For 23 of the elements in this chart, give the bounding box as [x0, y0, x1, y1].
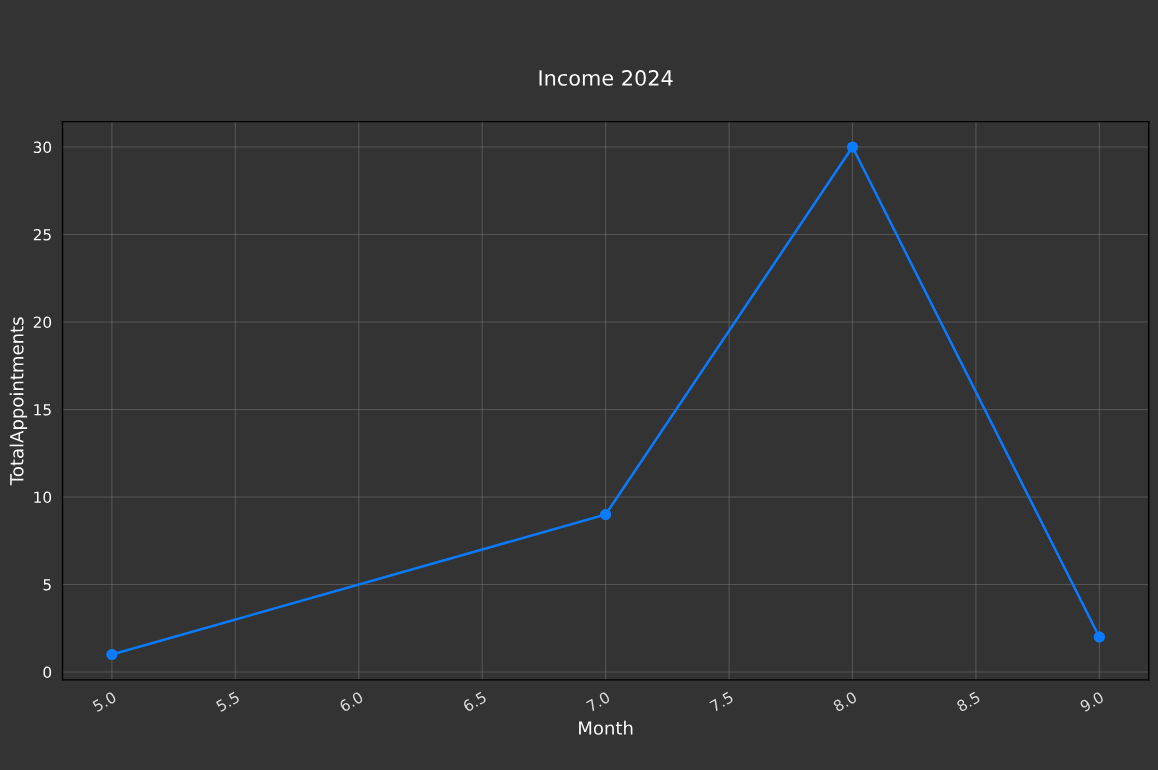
y-tick-label: 10: [34, 491, 52, 504]
y-tick-label: 0: [43, 666, 52, 679]
y-tick-label: 5: [43, 579, 51, 591]
chart-title: Income 2024: [539, 70, 673, 86]
x-tick-label: 9.0: [1079, 691, 1105, 713]
point: [1093, 631, 1105, 643]
x-tick-label: 5.5: [215, 691, 241, 713]
point: [600, 508, 612, 521]
x-tick-label: 6.0: [338, 691, 364, 713]
y-tick-label: 25: [33, 229, 51, 241]
y-axis-title: TotalAppointments: [9, 317, 28, 486]
point: [106, 648, 118, 661]
y-tick-label: 20: [33, 316, 52, 329]
x-tick-label: 7.0: [585, 691, 611, 713]
y-tick-label: 30: [33, 141, 52, 154]
x-tick-label: 8.5: [955, 691, 981, 713]
x-tick-label: 5.0: [92, 691, 117, 713]
x-tick-label: 8.0: [832, 691, 858, 713]
y-tick-label: 15: [34, 404, 51, 416]
x-tick-label: 7.5: [709, 691, 734, 713]
x-axis-title: Month: [579, 720, 633, 735]
x-tick-label: 6.5: [462, 691, 487, 713]
point: [846, 141, 859, 153]
